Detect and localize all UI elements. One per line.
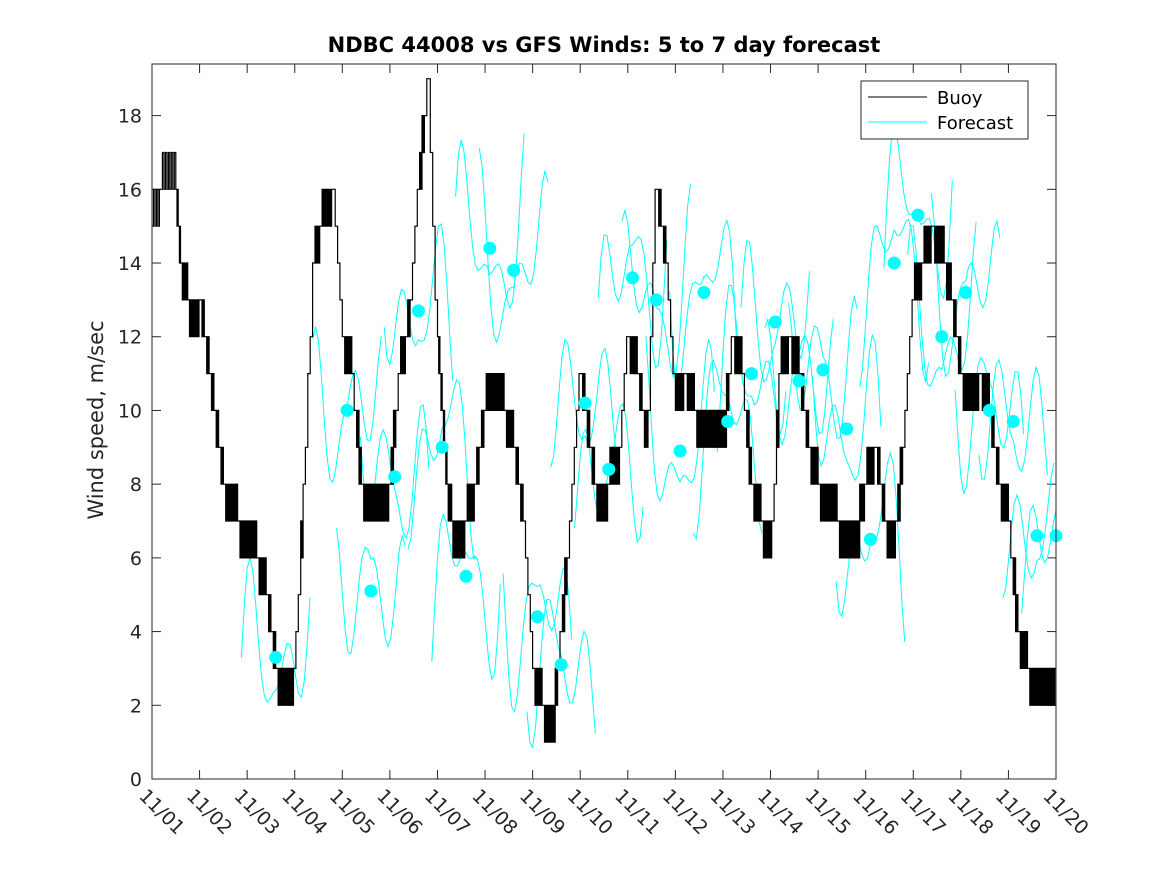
forecast-point — [840, 422, 854, 436]
forecast-trace — [811, 334, 882, 482]
y-tick-label: 12 — [118, 327, 142, 349]
forecast-point — [483, 241, 497, 255]
plot-area — [151, 64, 1063, 780]
forecast-trace — [240, 557, 311, 703]
forecast-point — [673, 444, 687, 458]
y-axis-label: Wind speed, m/sec — [84, 320, 108, 519]
forecast-trace — [645, 336, 715, 503]
forecast-trace — [455, 133, 525, 310]
forecast-point — [768, 315, 782, 329]
forecast-trace — [407, 378, 477, 561]
forecast-point — [816, 363, 830, 377]
forecast-point — [340, 403, 354, 417]
forecast-trace — [502, 567, 573, 714]
forecast-trace — [716, 284, 787, 453]
plot-frame — [151, 63, 1057, 780]
forecast-point — [435, 440, 449, 454]
forecast-point — [459, 569, 473, 583]
forecast-point — [388, 470, 402, 484]
y-tick-label: 2 — [130, 695, 142, 717]
y-tick-label: 8 — [130, 474, 142, 496]
forecast-trace — [550, 338, 620, 468]
forecast-point — [959, 286, 973, 299]
forecast-trace — [978, 358, 1048, 480]
y-tick-label: 6 — [130, 548, 142, 570]
forecast-point — [863, 532, 877, 546]
forecast-point — [411, 304, 425, 318]
buoy-series-line — [152, 78, 1056, 743]
legend-box — [860, 80, 1029, 140]
y-tick-label: 10 — [118, 400, 142, 422]
forecast-point — [911, 208, 925, 222]
forecast-point — [269, 650, 283, 664]
legend-forecast-label: Forecast — [937, 113, 1013, 134]
forecast-point — [507, 263, 521, 277]
forecast-point — [602, 462, 616, 476]
forecast-trace — [788, 295, 858, 439]
forecast-trace — [478, 148, 549, 344]
forecast-point — [935, 330, 949, 344]
y-tick-label: 18 — [118, 106, 142, 128]
forecast-trace — [930, 192, 1001, 378]
forecast-point — [626, 271, 639, 285]
y-tick-label: 14 — [118, 253, 142, 275]
forecast-point — [530, 610, 544, 624]
forecast-trace — [336, 528, 406, 655]
forecast-point — [554, 658, 568, 672]
forecast-point — [1030, 529, 1044, 543]
chart-title: NDBC 44008 vs GFS Winds: 5 to 7 day fore… — [328, 33, 881, 57]
forecast-point — [721, 415, 735, 428]
legend-buoy-label: Buoy — [937, 88, 983, 109]
y-tick-label: 0 — [130, 769, 142, 791]
y-tick-label: 16 — [118, 179, 142, 201]
forecast-point — [578, 396, 592, 410]
forecast-point — [982, 403, 996, 417]
forecast-trace — [597, 234, 668, 369]
legend: Buoy Forecast — [860, 80, 1029, 140]
forecast-point — [364, 584, 378, 598]
y-tick-label: 4 — [130, 622, 142, 644]
forecast-point — [1006, 415, 1020, 428]
forecast-trace — [431, 512, 501, 682]
forecast-point — [697, 286, 711, 299]
forecast-point — [745, 367, 758, 381]
forecast-trace — [383, 223, 454, 381]
forecast-point — [649, 293, 663, 307]
forecast-point — [792, 374, 806, 388]
forecast-point — [887, 256, 901, 270]
